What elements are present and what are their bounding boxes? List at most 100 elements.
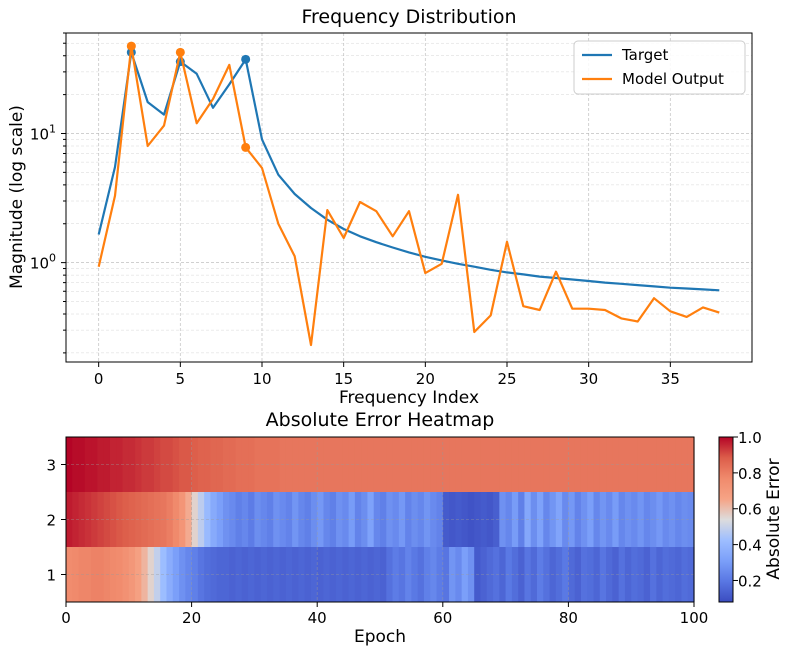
heatmap-cells bbox=[66, 437, 695, 602]
heatmap-cell bbox=[505, 437, 513, 492]
heatmap-cell bbox=[505, 547, 513, 602]
heatmap-cell bbox=[292, 547, 299, 602]
heatmap-cell bbox=[116, 492, 124, 547]
x-tick-label: 30 bbox=[579, 370, 598, 388]
heatmap-x-tick-label: 40 bbox=[308, 609, 327, 627]
heatmap-cell bbox=[266, 547, 274, 602]
heatmap-cell bbox=[656, 547, 664, 602]
heatmap-cell bbox=[166, 492, 174, 547]
heatmap-cell bbox=[342, 437, 350, 492]
heatmap-cell bbox=[285, 547, 293, 602]
heatmap-cell bbox=[72, 437, 80, 492]
heatmap-cell bbox=[537, 437, 544, 492]
heatmap-cell bbox=[141, 492, 149, 547]
heatmap-cell bbox=[587, 437, 595, 492]
model-output-peak-marker bbox=[241, 142, 251, 152]
heatmap-cell bbox=[461, 547, 469, 602]
heatmap-cell bbox=[612, 492, 620, 547]
heatmap-cell bbox=[336, 437, 343, 492]
heatmap-cell bbox=[191, 492, 199, 547]
heatmap-cell bbox=[141, 547, 149, 602]
heatmap-cell bbox=[555, 547, 563, 602]
heatmap-cell bbox=[116, 547, 124, 602]
heatmap-cell bbox=[511, 437, 519, 492]
heatmap-cell bbox=[260, 547, 268, 602]
heatmap-cell bbox=[367, 492, 375, 547]
heatmap-cell bbox=[486, 437, 494, 492]
heatmap-cell bbox=[310, 437, 318, 492]
x-tick-label: 0 bbox=[94, 370, 104, 388]
heatmap-cell bbox=[317, 547, 325, 602]
heatmap-cell bbox=[681, 437, 689, 492]
colorbar-label: Absolute Error bbox=[764, 458, 784, 579]
x-tick-label: 5 bbox=[176, 370, 186, 388]
heatmap-cell bbox=[637, 437, 645, 492]
heatmap-cell bbox=[216, 492, 224, 547]
heatmap-y-tick-label: 2 bbox=[46, 512, 56, 530]
heatmap-cell bbox=[241, 437, 249, 492]
heatmap-cell bbox=[241, 547, 249, 602]
heatmap-cell bbox=[122, 492, 130, 547]
frequency-chart-x-ticks: 0 5 10 15 20 25 30 35 bbox=[94, 362, 680, 388]
absolute-error-heatmap: Absolute Error Heatmap 0 20 40 60 80 100 123 … bbox=[46, 409, 784, 647]
heatmap-cell bbox=[97, 437, 105, 492]
heatmap-cell bbox=[555, 492, 563, 547]
frequency-chart-y-label: Magnitude (log scale) bbox=[7, 105, 27, 289]
heatmap-cell bbox=[587, 547, 595, 602]
heatmap-cell bbox=[266, 437, 274, 492]
heatmap-colorbar: 0.2 0.4 0.6 0.8 1.0 Absolute Error bbox=[718, 429, 784, 603]
heatmap-cell bbox=[631, 437, 639, 492]
heatmap-x-ticks: 0 20 40 60 80 100 bbox=[61, 602, 708, 627]
heatmap-cell bbox=[631, 547, 639, 602]
heatmap-cell bbox=[72, 492, 80, 547]
heatmap-cell bbox=[72, 547, 80, 602]
heatmap-cell bbox=[580, 547, 588, 602]
heatmap-cell bbox=[166, 437, 174, 492]
heatmap-cell bbox=[317, 492, 325, 547]
legend-box bbox=[573, 40, 746, 95]
heatmap-cell bbox=[361, 547, 369, 602]
heatmap-cell bbox=[342, 492, 350, 547]
heatmap-cell bbox=[191, 437, 199, 492]
heatmap-cell bbox=[116, 437, 124, 492]
target-series-line bbox=[97, 51, 720, 292]
heatmap-cell bbox=[530, 437, 538, 492]
heatmap-cell bbox=[122, 547, 130, 602]
legend-model-output-label: Model Output bbox=[622, 70, 724, 88]
heatmap-cell bbox=[436, 437, 444, 492]
heatmap-cell bbox=[486, 492, 494, 547]
heatmap-cell bbox=[97, 492, 105, 547]
heatmap-cell bbox=[411, 492, 419, 547]
heatmap-cell bbox=[436, 492, 444, 547]
frequency-distribution-chart: Frequency Distribution 0 5 10 15 20 25 30 35 10… bbox=[7, 6, 753, 408]
heatmap-cell bbox=[260, 437, 268, 492]
heatmap-cell bbox=[66, 492, 73, 547]
heatmap-cell bbox=[580, 492, 588, 547]
heatmap-cell bbox=[656, 437, 664, 492]
heatmap-title: Absolute Error Heatmap bbox=[266, 409, 495, 431]
heatmap-cell bbox=[367, 547, 375, 602]
heatmap-cell bbox=[66, 437, 73, 492]
heatmap-cell bbox=[530, 547, 538, 602]
heatmap-cell bbox=[241, 492, 249, 547]
heatmap-cell bbox=[216, 547, 224, 602]
x-tick-label: 25 bbox=[497, 370, 516, 388]
heatmap-y-tick-label: 1 bbox=[46, 567, 56, 585]
heatmap-cell bbox=[91, 492, 98, 547]
heatmap-cell bbox=[562, 437, 569, 492]
target-peak-marker bbox=[241, 54, 251, 64]
heatmap-cell bbox=[436, 547, 444, 602]
model-output-peak-marker bbox=[126, 41, 136, 51]
heatmap-x-tick-label: 100 bbox=[680, 609, 709, 627]
heatmap-cell bbox=[260, 492, 268, 547]
heatmap-cell bbox=[386, 437, 394, 492]
heatmap-cell bbox=[580, 437, 588, 492]
x-tick-label: 35 bbox=[661, 370, 680, 388]
frequency-chart-axes-frame bbox=[65, 32, 753, 363]
heatmap-x-tick-label: 20 bbox=[182, 609, 201, 627]
colorbar-tick-label: 0.2 bbox=[738, 572, 762, 590]
model-output-peak-marker bbox=[175, 47, 185, 57]
heatmap-x-tick-label: 0 bbox=[61, 609, 71, 627]
heatmap-cell bbox=[141, 437, 149, 492]
